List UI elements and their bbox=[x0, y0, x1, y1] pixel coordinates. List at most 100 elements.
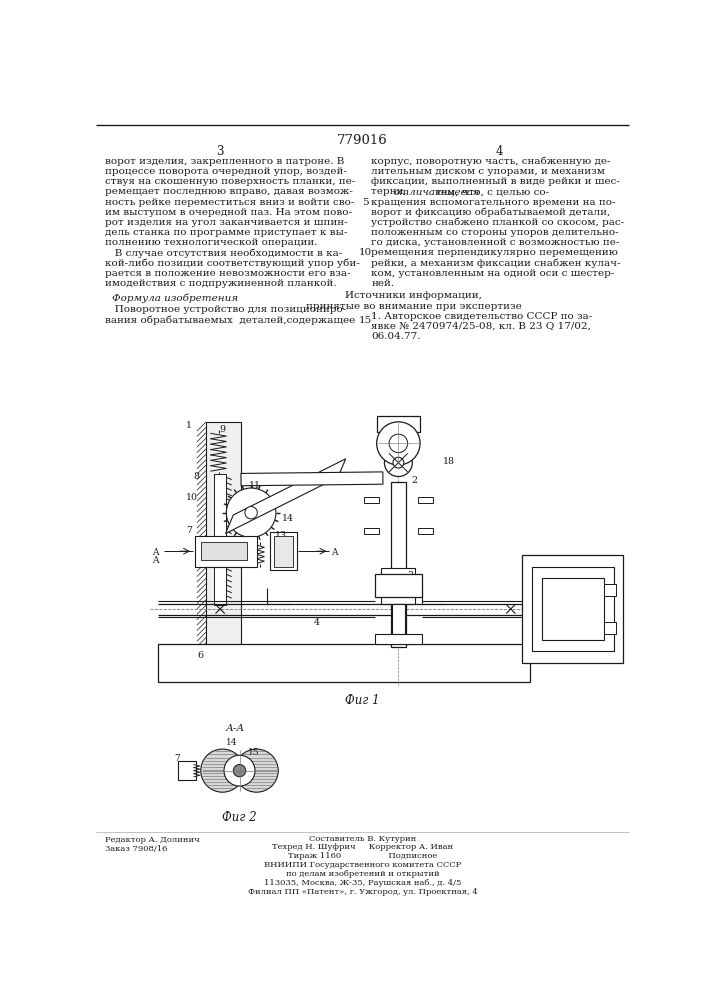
Text: 113035, Москва, Ж-35, Раушская наб., д. 4/5: 113035, Москва, Ж-35, Раушская наб., д. … bbox=[264, 879, 462, 887]
Polygon shape bbox=[241, 472, 383, 486]
Bar bbox=[194, 536, 257, 567]
Text: полнению технологической операции.: полнению технологической операции. bbox=[105, 238, 318, 247]
Text: A: A bbox=[331, 548, 337, 557]
Bar bbox=[377, 416, 420, 432]
Text: процессе поворота очередной упор, воздей-: процессе поворота очередной упор, воздей… bbox=[105, 167, 347, 176]
Bar bbox=[418, 497, 433, 503]
Text: явке № 2470974/25-08, кл. В 23 Q 17/02,: явке № 2470974/25-08, кл. В 23 Q 17/02, bbox=[371, 322, 591, 331]
Bar bbox=[274, 536, 293, 567]
Text: принятые во внимание при экспертизе: принятые во внимание при экспертизе bbox=[306, 302, 522, 311]
Text: лительным диском с упорами, и механизм: лительным диском с упорами, и механизм bbox=[371, 167, 605, 176]
Text: 8: 8 bbox=[193, 472, 199, 481]
Circle shape bbox=[245, 507, 257, 519]
Bar bbox=[392, 604, 404, 644]
Text: ремещает последнюю вправо, давая возмож-: ремещает последнюю вправо, давая возмож- bbox=[105, 187, 354, 196]
Text: ком, установленным на одной оси с шестер-: ком, установленным на одной оси с шестер… bbox=[371, 269, 614, 278]
Bar bbox=[363, 528, 379, 534]
Text: В случае отсутствия необходимости в ка-: В случае отсутствия необходимости в ка- bbox=[105, 248, 343, 258]
Circle shape bbox=[393, 457, 404, 468]
Text: Филиал ПП «Патент», г. Ужгород, ул. Проектная, 4: Филиал ПП «Патент», г. Ужгород, ул. Прое… bbox=[248, 888, 478, 896]
Text: Составитель В. Кутурин: Составитель В. Кутурин bbox=[309, 835, 416, 843]
Text: ней.: ней. bbox=[371, 279, 395, 288]
Text: ремещения перпендикулярно перемещению: ремещения перпендикулярно перемещению bbox=[371, 248, 618, 257]
Text: 6: 6 bbox=[198, 651, 204, 660]
Text: Редактор А. Долинич: Редактор А. Долинич bbox=[105, 836, 200, 844]
Text: 4: 4 bbox=[314, 618, 320, 627]
Circle shape bbox=[201, 749, 244, 792]
Bar bbox=[604, 622, 616, 634]
Text: 2: 2 bbox=[411, 476, 417, 485]
Text: Заказ 7908/16: Заказ 7908/16 bbox=[105, 845, 168, 853]
Text: терни,: терни, bbox=[371, 187, 410, 196]
Bar bbox=[375, 634, 421, 644]
Text: 11: 11 bbox=[249, 481, 261, 490]
Text: имодействия с подпружиненной планкой.: имодействия с подпружиненной планкой. bbox=[105, 279, 337, 288]
Text: А-А: А-А bbox=[226, 724, 245, 733]
Text: Источники информации,: Источники информации, bbox=[346, 291, 482, 300]
Text: 12: 12 bbox=[407, 422, 419, 431]
Text: кращения вспомогательного времени на по-: кращения вспомогательного времени на по- bbox=[371, 198, 616, 207]
Text: Техред Н. Шуфрич     Корректор А. Иван: Техред Н. Шуфрич Корректор А. Иван bbox=[272, 843, 453, 851]
Text: 779016: 779016 bbox=[337, 134, 388, 147]
Text: ность рейке переместиться вниз и войти сво-: ность рейке переместиться вниз и войти с… bbox=[105, 198, 355, 207]
Text: ствуя на скошенную поверхность планки, пе-: ствуя на скошенную поверхность планки, п… bbox=[105, 177, 356, 186]
Text: 15: 15 bbox=[278, 545, 290, 554]
Circle shape bbox=[377, 422, 420, 465]
Bar bbox=[542, 578, 604, 640]
Bar bbox=[532, 567, 614, 651]
Bar bbox=[363, 497, 379, 503]
Circle shape bbox=[224, 755, 255, 786]
Circle shape bbox=[226, 488, 276, 537]
Text: 18: 18 bbox=[443, 457, 455, 466]
Text: 10: 10 bbox=[358, 248, 372, 257]
Text: 9: 9 bbox=[219, 425, 226, 434]
Circle shape bbox=[385, 449, 412, 477]
Text: положенным со стороны упоров делительно-: положенным со стороны упоров делительно- bbox=[371, 228, 619, 237]
Bar bbox=[381, 568, 416, 604]
Text: по делам изобретений и открытий: по делам изобретений и открытий bbox=[286, 870, 440, 878]
Text: 1: 1 bbox=[186, 421, 192, 430]
Text: тем, что, с целью со-: тем, что, с целью со- bbox=[433, 187, 549, 196]
Text: го диска, установленной с возможностью пе-: го диска, установленной с возможностью п… bbox=[371, 238, 619, 247]
Text: 4: 4 bbox=[496, 145, 503, 158]
Bar bbox=[177, 761, 196, 780]
Text: 10: 10 bbox=[186, 493, 198, 502]
Bar bbox=[270, 532, 297, 570]
Text: Фиг 2: Фиг 2 bbox=[222, 811, 257, 824]
Bar bbox=[522, 555, 623, 663]
Bar bbox=[391, 482, 406, 647]
Text: Фиг 1: Фиг 1 bbox=[346, 694, 380, 707]
Text: ворот и фиксацию обрабатываемой детали,: ворот и фиксацию обрабатываемой детали, bbox=[371, 208, 611, 217]
Text: Поворотное устройство для позициониро-: Поворотное устройство для позициониро- bbox=[105, 305, 346, 314]
Text: 3: 3 bbox=[407, 571, 413, 580]
Text: вания обрабатываемых  деталей,содержащее: вания обрабатываемых деталей,содержащее bbox=[105, 316, 356, 325]
Bar bbox=[206, 422, 241, 674]
Bar bbox=[214, 474, 226, 605]
Bar bbox=[418, 528, 433, 534]
Text: 7: 7 bbox=[175, 754, 180, 763]
Circle shape bbox=[389, 434, 408, 453]
Text: Тираж 1160                  Подписное: Тираж 1160 Подписное bbox=[288, 852, 438, 860]
Text: 7: 7 bbox=[186, 526, 192, 535]
Bar bbox=[604, 584, 616, 596]
Text: дель станка по программе приступает к вы-: дель станка по программе приступает к вы… bbox=[105, 228, 348, 237]
Text: Формула изобретения: Формула изобретения bbox=[112, 294, 238, 303]
Text: ворот изделия, закрепленного в патроне. В: ворот изделия, закрепленного в патроне. … bbox=[105, 157, 345, 166]
Text: A: A bbox=[152, 556, 158, 565]
Text: 15: 15 bbox=[247, 748, 259, 757]
Text: корпус, поворотную часть, снабженную де-: корпус, поворотную часть, снабженную де- bbox=[371, 157, 611, 166]
Text: кой-либо позиции соответствующий упор уби-: кой-либо позиции соответствующий упор уб… bbox=[105, 259, 360, 268]
Text: рается в положение невозможности его вза-: рается в положение невозможности его вза… bbox=[105, 269, 351, 278]
Text: 14: 14 bbox=[226, 738, 238, 747]
Text: им выступом в очередной паз. На этом пово-: им выступом в очередной паз. На этом пов… bbox=[105, 208, 352, 217]
Text: 1. Авторское свидетельство СССР по за-: 1. Авторское свидетельство СССР по за- bbox=[371, 312, 592, 321]
Text: устройство снабжено планкой со скосом, рас-: устройство снабжено планкой со скосом, р… bbox=[371, 218, 624, 227]
Circle shape bbox=[233, 764, 246, 777]
Bar bbox=[375, 574, 421, 597]
Text: 06.04.77.: 06.04.77. bbox=[371, 332, 421, 341]
Text: 13: 13 bbox=[274, 531, 286, 540]
Text: A: A bbox=[152, 548, 158, 557]
Text: 14: 14 bbox=[282, 514, 294, 523]
Text: рейки, а механизм фиксации снабжен кулач-: рейки, а механизм фиксации снабжен кулач… bbox=[371, 259, 621, 268]
Bar bbox=[201, 542, 247, 560]
